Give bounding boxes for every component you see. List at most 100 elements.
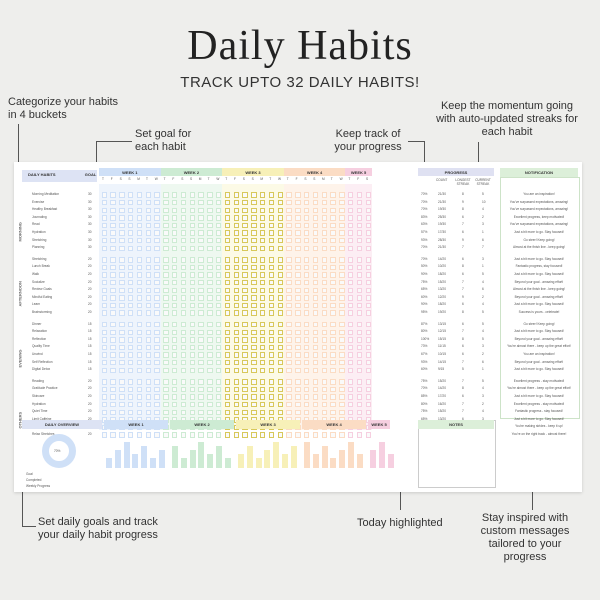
habit-checkbox <box>356 238 363 244</box>
habit-checkbox <box>304 200 310 206</box>
longest-streak: 6 <box>462 344 464 349</box>
longest-streak: 9 <box>462 294 464 299</box>
habit-checkbox <box>330 230 336 236</box>
current-streak: 5 <box>482 336 484 341</box>
habit-checkbox <box>216 386 222 393</box>
habit-checkbox <box>189 222 195 229</box>
longest-streak: 7 <box>462 378 464 383</box>
habit-checkbox <box>321 322 327 328</box>
habit-checkbox <box>154 230 160 236</box>
habit-checkbox <box>321 287 327 293</box>
habit-checkbox <box>189 245 195 251</box>
habit-checkbox <box>163 432 169 438</box>
habit-checkbox <box>128 386 134 393</box>
habit-checkbox <box>119 402 125 408</box>
habit-checkbox <box>286 379 292 385</box>
habit-checkbox <box>198 394 204 400</box>
habit-checkbox <box>163 280 169 286</box>
habit-checkbox <box>224 230 231 236</box>
habit-checkbox <box>251 245 257 251</box>
habit-checkbox <box>189 360 195 366</box>
habit-checkbox <box>172 379 178 385</box>
habit-checkbox <box>304 310 310 316</box>
habit-checkbox <box>224 295 231 301</box>
habit-checkbox <box>224 409 231 415</box>
habit-checkbox <box>277 344 283 351</box>
habit-checkbox <box>172 200 178 206</box>
habit-checkbox <box>348 310 354 316</box>
habit-checkbox <box>348 238 354 244</box>
progress-percent: 70% <box>421 192 428 196</box>
habit-checkbox <box>348 386 354 393</box>
habit-checkbox <box>365 230 371 236</box>
progress-percent: 83% <box>421 214 428 219</box>
habit-goal: 20 <box>88 394 92 398</box>
habit-checkbox <box>128 215 134 221</box>
habit-checkbox <box>312 367 319 373</box>
overview-week-header: WEEK 3 <box>236 420 300 429</box>
habit-checkbox <box>312 245 319 251</box>
habit-checkbox <box>251 200 257 206</box>
habit-checkbox <box>312 287 319 293</box>
progress-percent: 95% <box>421 310 428 314</box>
habit-checkbox <box>180 386 187 393</box>
habit-checkbox <box>207 402 213 408</box>
habit-checkbox <box>295 245 301 251</box>
habit-checkbox <box>172 337 178 343</box>
habit-name: Unwind <box>32 352 43 356</box>
habit-checkbox <box>312 272 319 278</box>
habit-goal: 30 <box>88 214 92 219</box>
overview-bar <box>255 458 262 468</box>
habit-checkbox <box>242 432 248 438</box>
habit-checkbox <box>268 322 275 328</box>
habit-checkbox <box>339 337 345 343</box>
habit-checkbox <box>119 409 125 415</box>
habit-checkbox <box>251 394 257 400</box>
habit-checkbox <box>172 394 178 400</box>
progress-percent: 73% <box>421 344 428 349</box>
day-letter: T <box>146 177 148 181</box>
progress-percent: 80% <box>421 401 428 406</box>
notification-message: Just a bit more to go. Stay focused! <box>514 230 564 234</box>
habit-checkbox <box>312 257 319 263</box>
habit-checkbox <box>268 302 275 309</box>
habit-checkbox <box>189 352 195 358</box>
habit-checkbox <box>119 337 125 343</box>
notification-panel <box>500 177 580 419</box>
habit-checkbox <box>198 257 204 263</box>
progress-count: 15/20 <box>438 279 446 284</box>
habit-checkbox <box>330 352 336 358</box>
day-letter: S <box>128 177 131 181</box>
habit-checkbox <box>101 230 107 236</box>
habit-checkbox <box>110 432 116 438</box>
habit-checkbox <box>260 310 266 316</box>
habit-checkbox <box>365 409 371 415</box>
habit-goal: 30 <box>88 222 92 227</box>
habit-checkbox <box>268 432 275 438</box>
habit-checkbox <box>339 280 345 286</box>
habit-checkbox <box>348 302 354 309</box>
habit-checkbox <box>145 360 151 366</box>
habit-checkbox <box>189 192 195 198</box>
habit-checkbox <box>295 367 301 373</box>
habit-checkbox <box>163 344 169 351</box>
habit-goal: 20 <box>88 409 92 414</box>
habit-checkbox <box>145 409 151 415</box>
habit-checkbox <box>189 280 195 286</box>
habit-checkbox <box>268 222 275 229</box>
habit-checkbox <box>110 379 116 385</box>
overview-bar <box>339 450 346 468</box>
habit-checkbox <box>348 295 354 301</box>
habit-checkbox <box>198 215 204 221</box>
habit-checkbox <box>321 257 327 263</box>
habit-checkbox <box>207 257 213 263</box>
habit-checkbox <box>128 272 134 278</box>
current-streak: 1 <box>482 264 484 269</box>
habit-checkbox <box>145 379 151 385</box>
habit-checkbox <box>268 238 275 244</box>
notification-message: Beyond your goal - amazing effort! <box>514 359 564 364</box>
habit-checkbox <box>268 280 275 286</box>
habit-checkbox <box>163 215 169 221</box>
habit-checkbox <box>242 230 248 236</box>
week-header-1: WEEK 1 <box>99 168 161 176</box>
